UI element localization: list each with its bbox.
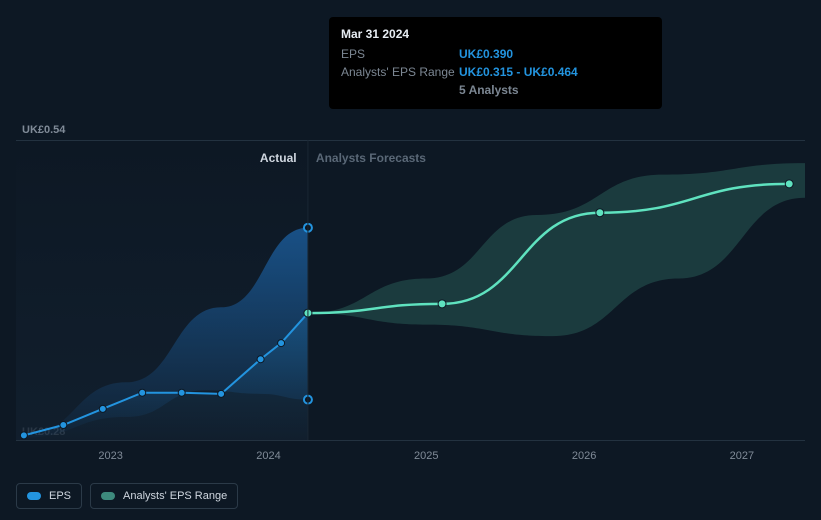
legend-swatch-range: [101, 492, 115, 500]
tooltip-row-eps: EPS UK£0.390: [341, 47, 650, 61]
label-forecast: Analysts Forecasts: [316, 151, 426, 165]
x-tick: 2024: [256, 450, 280, 462]
legend-item-eps[interactable]: EPS: [16, 483, 82, 509]
x-tick: 2023: [98, 450, 122, 462]
legend-item-range[interactable]: Analysts' EPS Range: [90, 483, 238, 509]
tooltip-value-range: UK£0.315 - UK£0.464: [459, 65, 578, 79]
x-tick: 2027: [730, 450, 754, 462]
tooltip-row-range: Analysts' EPS Range UK£0.315 - UK£0.464: [341, 65, 650, 79]
tooltip-value-eps: UK£0.390: [459, 47, 513, 61]
legend-label-range: Analysts' EPS Range: [123, 490, 227, 502]
legend-label-eps: EPS: [49, 490, 71, 502]
legend-swatch-eps: [27, 492, 41, 500]
tooltip-date: Mar 31 2024: [341, 27, 650, 41]
x-tick: 2026: [572, 450, 596, 462]
label-actual: Actual: [260, 151, 297, 165]
tooltip-key-eps: EPS: [341, 47, 459, 61]
chart-container: UK£0.54 UK£0.28: [0, 0, 821, 520]
hover-tooltip: Mar 31 2024 EPS UK£0.390 Analysts' EPS R…: [329, 17, 662, 109]
legend: EPS Analysts' EPS Range: [16, 483, 238, 509]
tooltip-key-range: Analysts' EPS Range: [341, 65, 459, 79]
x-tick: 2025: [414, 450, 438, 462]
tooltip-analyst-count: 5 Analysts: [459, 83, 650, 97]
